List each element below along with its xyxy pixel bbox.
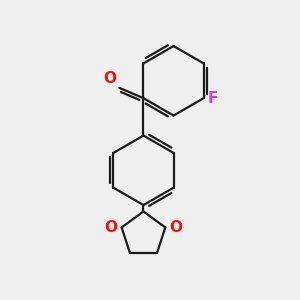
Text: F: F bbox=[208, 91, 218, 106]
Text: O: O bbox=[169, 220, 182, 235]
Text: O: O bbox=[103, 71, 116, 86]
Text: O: O bbox=[104, 220, 118, 235]
